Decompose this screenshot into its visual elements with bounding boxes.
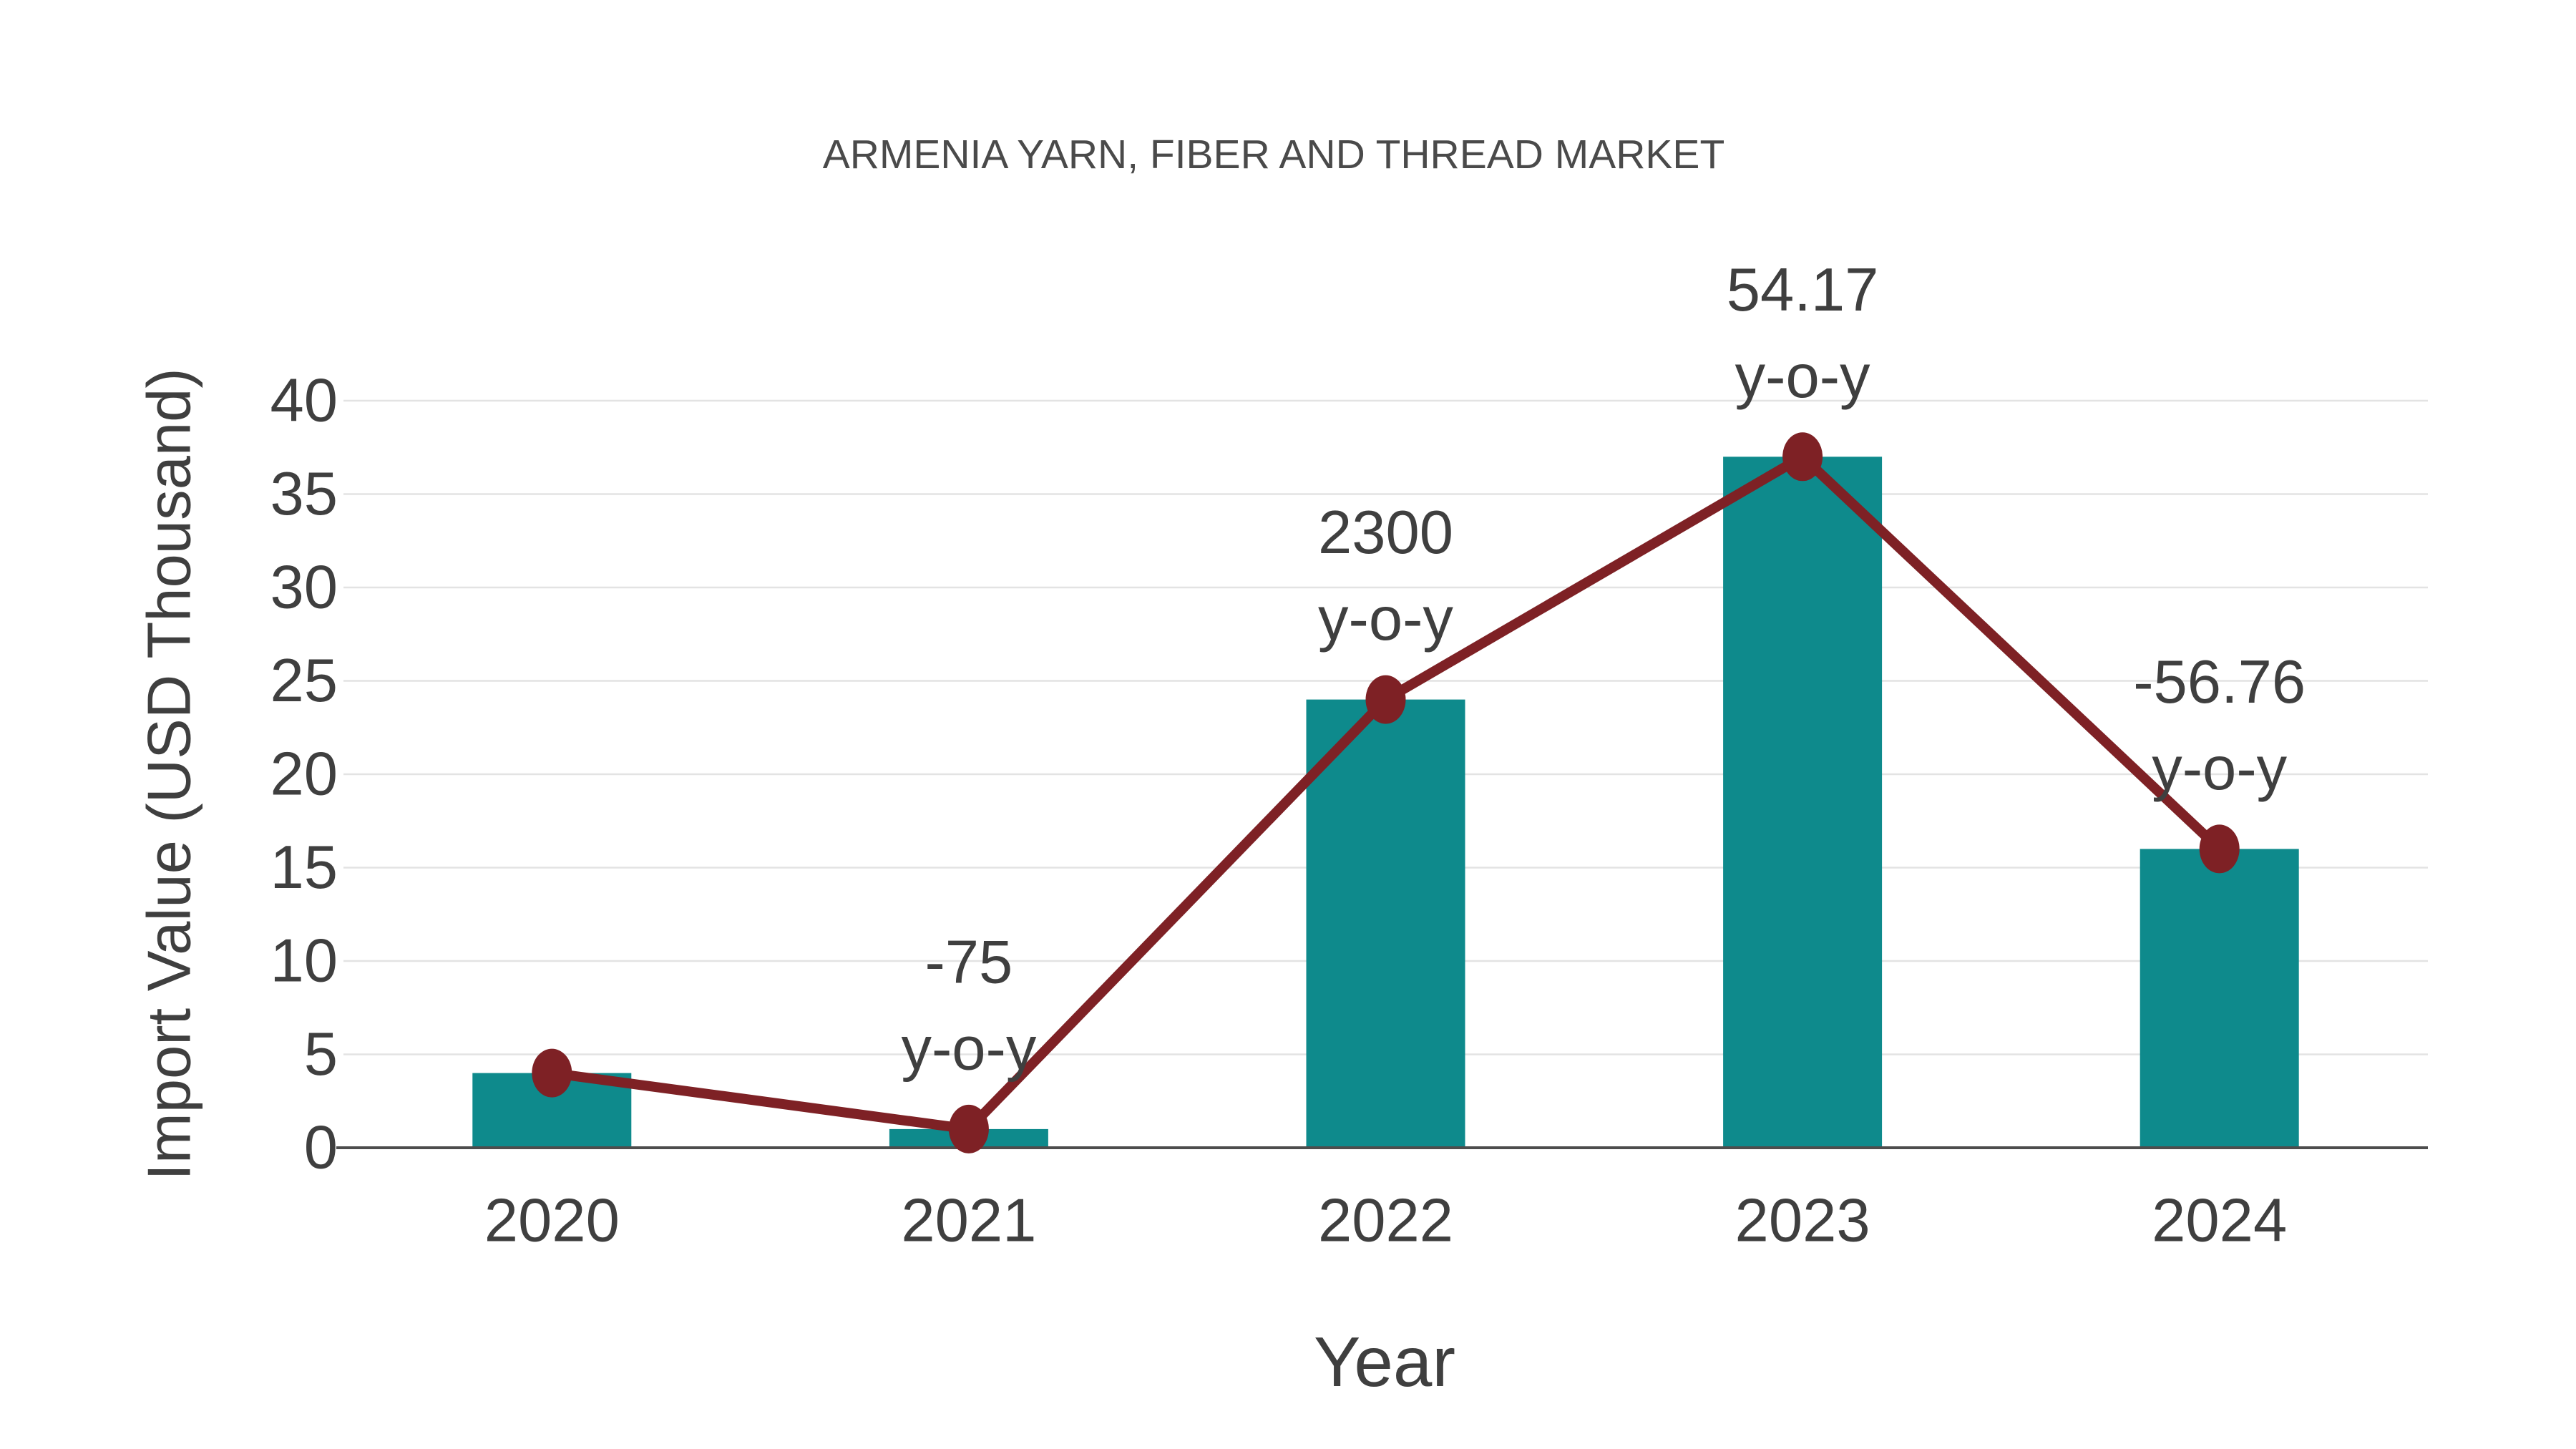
x-tick-label-2024: 2024: [2152, 1187, 2287, 1255]
y-tick-label-25: 25: [270, 647, 338, 715]
bar-2022: [1306, 699, 1465, 1148]
annotations-layer: -75 y-o-y 2300 y-o-y 54.17 y-o-y -56.76 y-o-y: [901, 256, 2306, 1083]
y-tick-label-35: 35: [270, 460, 338, 528]
annotation-label-2021: y-o-y: [901, 1015, 1036, 1083]
y-tick-label-40: 40: [270, 367, 338, 435]
x-tick-label-2022: 2022: [1318, 1187, 1453, 1255]
y-tick-label-15: 15: [270, 834, 338, 902]
x-tick-label-2023: 2023: [1735, 1187, 1870, 1255]
annotation-label-2022: y-o-y: [1318, 585, 1453, 653]
annotation-value-2023: 54.17: [1727, 256, 1879, 324]
chart-title: ARMENIA YARN, FIBER AND THREAD MARKET: [823, 132, 1725, 177]
tick-labels-layer: 0 5 10 15 20 25 30 35 40 2020 2021 2022 2023 2024: [270, 367, 2287, 1255]
bar-2024: [2140, 849, 2299, 1148]
y-tick-label-30: 30: [270, 554, 338, 622]
y-tick-label-20: 20: [270, 741, 338, 809]
line-marker-2024: [2199, 824, 2240, 874]
line-marker-2023: [1782, 432, 1823, 482]
annotation-label-2024: y-o-y: [2152, 735, 2287, 803]
x-tick-label-2020: 2020: [484, 1187, 620, 1255]
y-axis-title: Import Value (USD Thousand): [136, 368, 204, 1180]
line-marker-2021: [948, 1104, 989, 1153]
x-axis-title: Year: [1314, 1322, 1455, 1401]
y-tick-label-5: 5: [304, 1020, 338, 1088]
y-tick-label-0: 0: [304, 1114, 338, 1182]
bar-2023: [1723, 457, 1883, 1148]
line-marker-2022: [1365, 675, 1406, 724]
line-series-layer: [532, 432, 2240, 1153]
x-tick-label-2021: 2021: [901, 1187, 1036, 1255]
annotation-value-2021: -75: [924, 928, 1013, 996]
y-tick-label-10: 10: [270, 927, 338, 995]
annotation-label-2023: y-o-y: [1735, 343, 1870, 411]
annotation-value-2024: -56.76: [2133, 648, 2306, 716]
annotation-value-2022: 2300: [1318, 499, 1453, 567]
line-marker-2020: [532, 1048, 572, 1098]
